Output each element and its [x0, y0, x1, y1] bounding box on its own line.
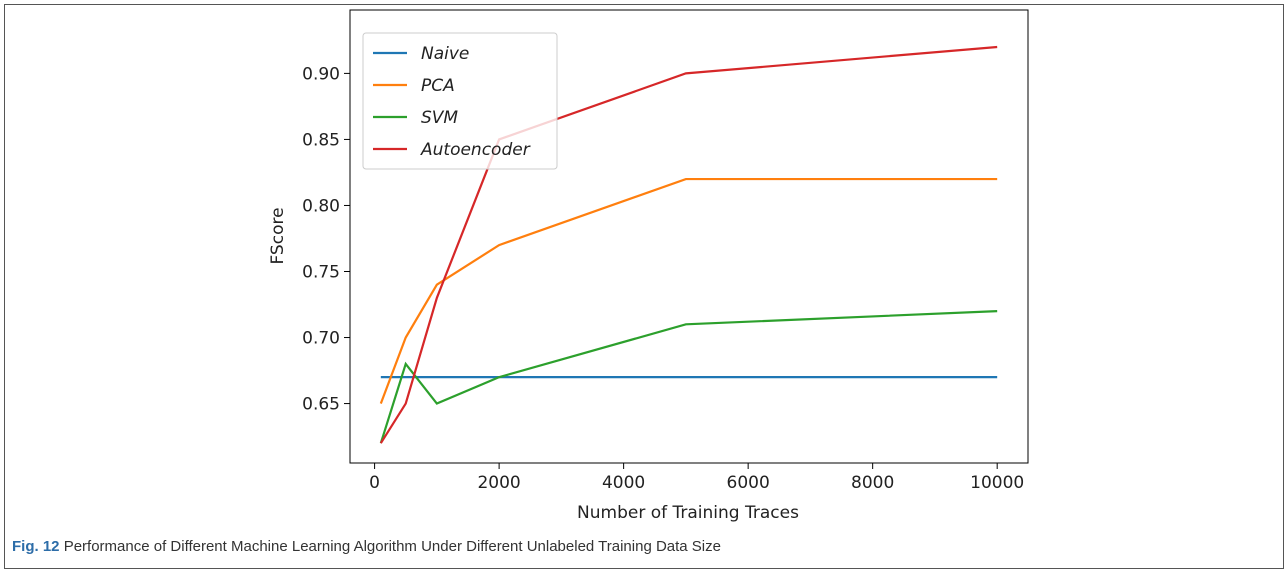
y-tick-label: 0.80: [302, 196, 340, 216]
y-tick-label: 0.85: [302, 130, 340, 150]
legend-label: SVM: [421, 108, 458, 128]
y-tick-label: 0.75: [302, 262, 340, 282]
series-line: [379, 177, 998, 404]
x-tick-label: 10000: [970, 473, 1024, 493]
x-tick-label: 0: [369, 473, 380, 493]
legend-label: Naive: [421, 44, 469, 64]
figure-frame: [4, 4, 1284, 569]
x-tick-label: 2000: [477, 473, 520, 493]
y-tick-label: 0.90: [302, 64, 340, 84]
y-tick-label: 0.65: [302, 395, 340, 415]
y-tick-label: 0.70: [302, 329, 340, 349]
x-tick-label: 6000: [727, 473, 770, 493]
caption-label: Fig. 12: [12, 538, 60, 555]
x-tick-label: 8000: [851, 473, 894, 493]
series-line: [379, 45, 998, 444]
legend-box: [362, 32, 558, 170]
series-line: [379, 310, 998, 444]
y-axis-label: FScore: [268, 207, 288, 264]
legend-label: Autoencoder: [420, 140, 531, 160]
legend-label: PCA: [421, 76, 455, 96]
caption: Fig. 12 Performance of Different Machine…: [12, 538, 721, 555]
caption-text: Performance of Different Machine Learnin…: [63, 538, 721, 555]
x-tick-label: 4000: [602, 473, 645, 493]
plot-frame: [349, 9, 1029, 464]
x-axis-label: Number of Training Traces: [577, 503, 799, 523]
